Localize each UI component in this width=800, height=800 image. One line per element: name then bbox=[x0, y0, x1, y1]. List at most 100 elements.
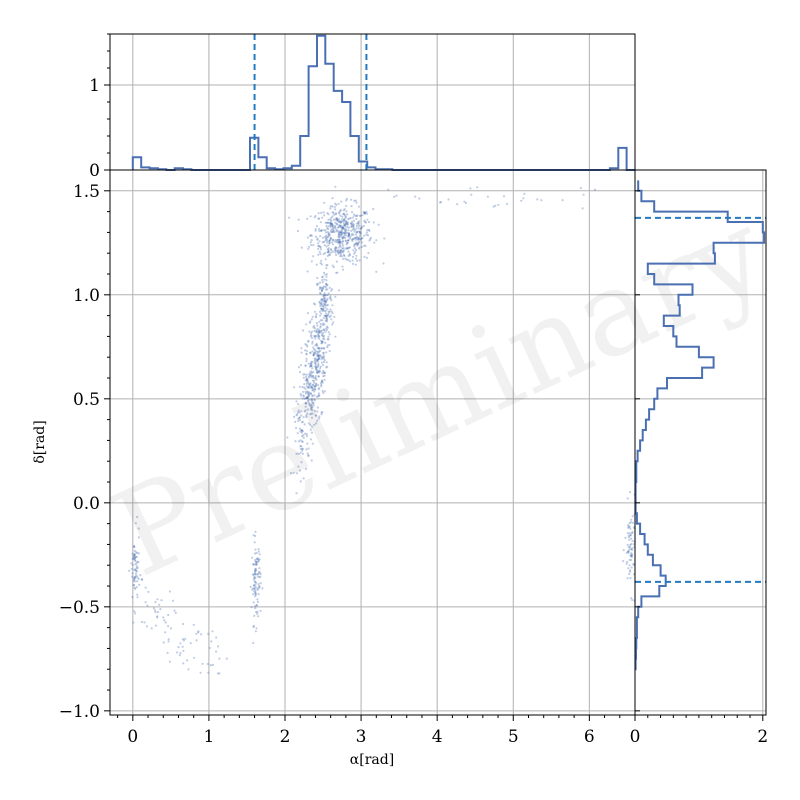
scatter-point bbox=[152, 607, 155, 610]
scatter-point bbox=[344, 247, 347, 250]
scatter-point bbox=[320, 411, 323, 414]
scatter-point bbox=[307, 454, 310, 457]
scatter-point bbox=[310, 407, 313, 410]
scatter-point bbox=[253, 572, 256, 575]
scatter-point bbox=[321, 333, 324, 336]
scatter-point bbox=[324, 301, 327, 305]
scatter-point bbox=[255, 562, 258, 566]
scatter-point bbox=[317, 328, 320, 331]
scatter-point bbox=[628, 572, 631, 576]
scatter-point bbox=[349, 237, 352, 240]
scatter-point bbox=[168, 660, 171, 663]
scatter-point bbox=[261, 587, 264, 590]
scatter-point bbox=[312, 376, 315, 379]
scatter-point bbox=[167, 638, 170, 641]
scatter-point bbox=[305, 357, 308, 360]
scatter-point bbox=[312, 255, 315, 258]
scatter-point bbox=[131, 557, 134, 561]
scatter-point bbox=[182, 649, 185, 653]
scatter-point bbox=[323, 297, 327, 300]
scatter-point bbox=[630, 597, 633, 600]
scatter-point bbox=[318, 229, 321, 233]
scatter-point bbox=[132, 580, 135, 583]
scatter-point bbox=[330, 249, 333, 252]
scatter-point bbox=[352, 224, 355, 227]
scatter-point bbox=[300, 429, 303, 432]
scatter-point bbox=[314, 335, 317, 338]
scatter-point bbox=[332, 321, 335, 324]
scatter-point bbox=[252, 601, 255, 604]
scatter-point bbox=[330, 299, 333, 302]
scatter-point bbox=[307, 447, 310, 450]
scatter-point bbox=[347, 254, 350, 258]
scatter-point bbox=[337, 240, 340, 243]
scatter-point bbox=[358, 259, 361, 262]
scatter-point bbox=[342, 268, 345, 271]
scatter-point bbox=[313, 357, 316, 360]
scatter-point bbox=[358, 234, 362, 237]
scatter-point bbox=[329, 248, 332, 251]
scatter-point bbox=[298, 416, 301, 419]
scatter-point bbox=[324, 294, 327, 297]
scatter-point bbox=[299, 394, 303, 397]
scatter-point bbox=[363, 212, 366, 215]
scatter-point bbox=[355, 249, 358, 252]
scatter-point bbox=[346, 239, 350, 242]
scatter-point bbox=[251, 573, 255, 576]
scatter-point bbox=[160, 599, 163, 602]
scatter-point bbox=[346, 226, 349, 229]
scatter-point bbox=[307, 245, 311, 248]
scatter-point bbox=[323, 314, 326, 317]
scatter-point bbox=[320, 347, 323, 350]
scatter-point bbox=[314, 366, 318, 369]
scatter-point bbox=[304, 387, 307, 390]
scatter-point bbox=[317, 395, 320, 398]
scatter-point bbox=[340, 233, 343, 236]
scatter-point bbox=[353, 236, 356, 240]
scatter-point bbox=[316, 354, 319, 357]
scatter-point bbox=[347, 239, 350, 242]
scatter-point bbox=[340, 231, 343, 234]
scatter-point bbox=[357, 222, 360, 225]
scatter-point bbox=[327, 251, 330, 254]
scatter-point bbox=[317, 392, 320, 395]
scatter-point bbox=[626, 524, 630, 527]
scatter-point bbox=[630, 558, 633, 562]
scatter-point bbox=[315, 382, 318, 385]
scatter-point bbox=[343, 218, 346, 221]
scatter-point bbox=[308, 321, 311, 324]
scatter-point bbox=[440, 201, 443, 204]
scatter-point bbox=[313, 351, 316, 354]
scatter-point bbox=[310, 364, 313, 367]
scatter-point bbox=[169, 627, 173, 630]
scatter-point bbox=[310, 386, 313, 389]
scatter-point bbox=[629, 543, 632, 547]
scatter-point bbox=[310, 360, 313, 363]
scatter-point bbox=[320, 329, 323, 333]
scatter-point bbox=[329, 222, 332, 225]
scatter-point bbox=[344, 219, 347, 222]
scatter-point bbox=[319, 252, 322, 255]
scatter-point bbox=[345, 204, 348, 208]
scatter-point bbox=[309, 423, 312, 426]
scatter-point bbox=[311, 350, 314, 353]
scatter-point bbox=[259, 609, 262, 612]
scatter-point bbox=[339, 224, 342, 227]
scatter-point bbox=[310, 365, 313, 368]
scatter-point bbox=[340, 220, 343, 223]
scatter-point bbox=[324, 286, 328, 289]
scatter-point bbox=[344, 215, 347, 218]
scatter-point bbox=[331, 250, 335, 253]
scatter-point bbox=[324, 251, 327, 255]
scatter-point bbox=[323, 338, 326, 341]
scatter-point bbox=[325, 327, 328, 330]
scatter-point bbox=[331, 241, 334, 244]
scatter-point bbox=[331, 197, 334, 200]
scatter-point bbox=[288, 216, 291, 219]
scatter-point bbox=[253, 575, 256, 579]
scatter-point bbox=[323, 285, 326, 288]
scatter-point bbox=[346, 222, 349, 225]
scatter-point bbox=[325, 300, 328, 304]
scatter-point bbox=[325, 317, 328, 320]
